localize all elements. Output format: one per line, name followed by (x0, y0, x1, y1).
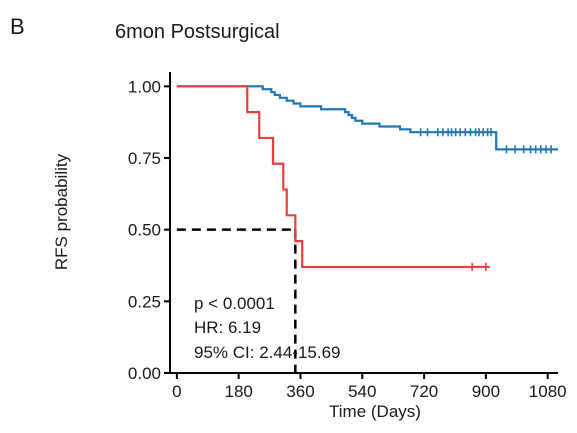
annotation-p-value: p < 0.0001 (194, 294, 275, 313)
y-tick-label: 0.75 (128, 149, 161, 168)
x-tick-label: 540 (348, 382, 376, 401)
y-tick-label: 0.25 (128, 292, 161, 311)
x-tick-label: 1080 (529, 382, 567, 401)
chart-title: 6mon Postsurgical (115, 21, 280, 43)
panel-label: B (10, 14, 25, 39)
censor-mark (519, 145, 528, 154)
x-tick-label: 900 (472, 382, 500, 401)
survival-curve-2 (176, 85, 490, 269)
censor-mark (487, 128, 496, 137)
y-tick-label: 0.50 (128, 221, 161, 240)
censor-mark (502, 145, 511, 154)
annotation-ci: 95% CI: 2.44-15.69 (194, 343, 340, 362)
annotation-hr: HR: 6.19 (194, 318, 261, 337)
censor-mark (416, 128, 425, 137)
censor-mark (547, 145, 556, 154)
x-tick-label: 0 (172, 382, 181, 401)
x-tick-label: 180 (224, 382, 252, 401)
x-tick-label: 360 (286, 382, 314, 401)
censor-mark (468, 262, 477, 271)
y-tick-label: 0.00 (128, 364, 161, 383)
survival-curve-1 (176, 85, 558, 151)
x-tick-label: 720 (410, 382, 438, 401)
y-axis-title: RFS probability (52, 153, 71, 270)
censor-mark (511, 145, 520, 154)
x-axis-title: Time (Days) (329, 402, 421, 421)
censor-mark (423, 128, 432, 137)
y-tick-label: 1.00 (128, 77, 161, 96)
censor-mark (481, 262, 490, 271)
